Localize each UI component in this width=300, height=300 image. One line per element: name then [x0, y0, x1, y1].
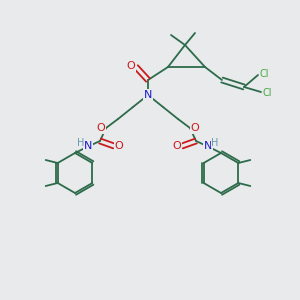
- Text: O: O: [115, 141, 123, 151]
- Text: Cl: Cl: [262, 88, 272, 98]
- Text: O: O: [97, 123, 105, 133]
- Text: O: O: [190, 123, 200, 133]
- Text: N: N: [204, 141, 212, 151]
- Text: O: O: [172, 141, 182, 151]
- Text: N: N: [84, 141, 92, 151]
- Text: O: O: [127, 61, 135, 71]
- Text: N: N: [144, 90, 152, 100]
- Text: Cl: Cl: [259, 69, 269, 79]
- Text: H: H: [77, 138, 85, 148]
- Text: H: H: [211, 138, 219, 148]
